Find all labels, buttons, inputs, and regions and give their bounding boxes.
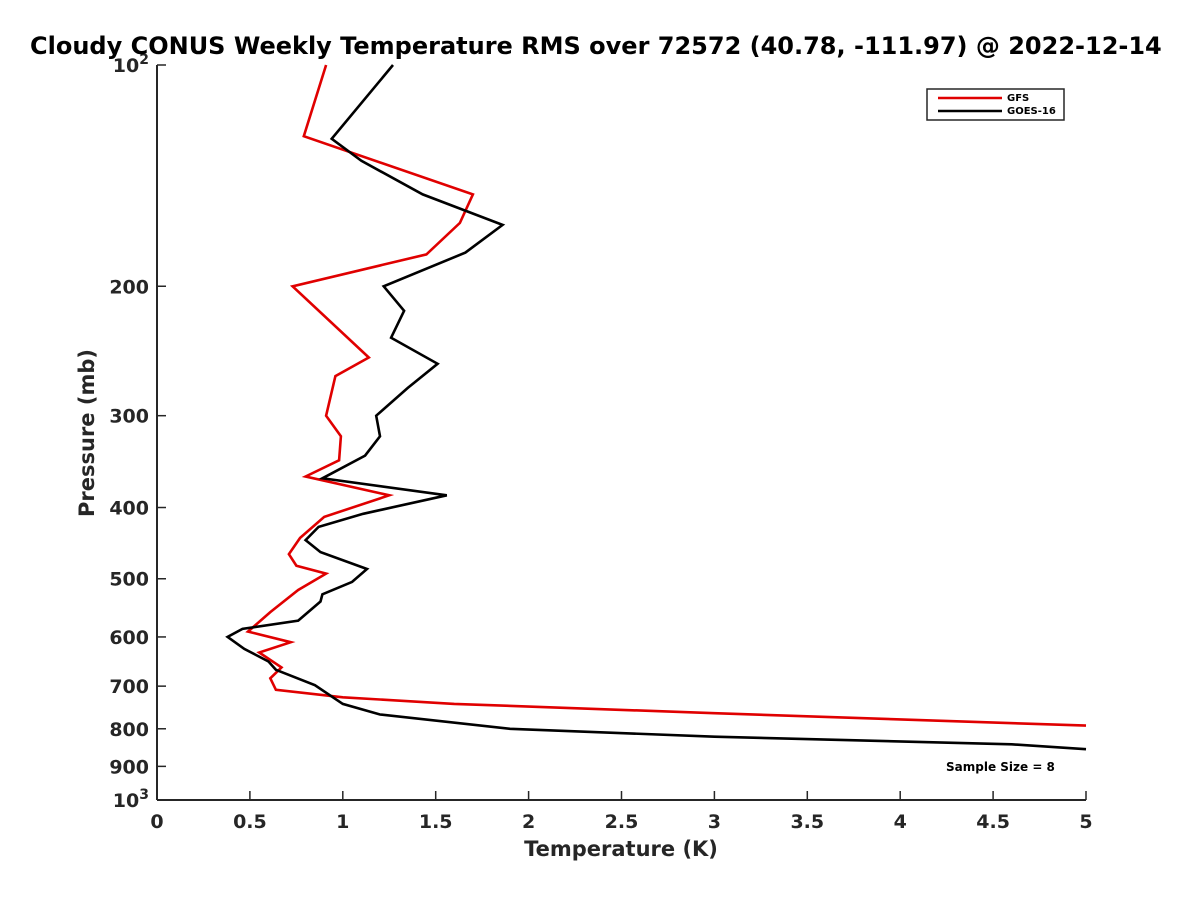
x-tick-label: 2.5 bbox=[605, 811, 639, 833]
y-tick-label: 900 bbox=[109, 756, 149, 778]
y-tick-label-base: 900 bbox=[109, 756, 149, 778]
y-tick-label: 400 bbox=[109, 498, 149, 520]
y-axis-label: Pressure (mb) bbox=[75, 349, 99, 517]
y-tick-label: 103 bbox=[113, 787, 149, 812]
y-tick-label: 600 bbox=[109, 627, 149, 649]
x-tick-label: 3 bbox=[708, 811, 721, 833]
x-tick-label: 4.5 bbox=[976, 811, 1010, 833]
x-tick-label: 5 bbox=[1079, 811, 1092, 833]
y-tick-label-base: 300 bbox=[109, 406, 149, 428]
x-tick-label: 0.5 bbox=[233, 811, 267, 833]
x-ticks: 0 0.5 1 1.5 2 2.5 3 3.5 4 4.5 5 bbox=[150, 791, 1093, 833]
y-tick-label-exponent: 2 bbox=[139, 52, 149, 68]
legend-label-gfs: GFS bbox=[1007, 93, 1029, 104]
y-tick-label: 200 bbox=[109, 276, 149, 298]
x-tick-label: 1.5 bbox=[419, 811, 453, 833]
y-tick-label-base: 10 bbox=[113, 55, 139, 77]
y-tick-label-base: 10 bbox=[113, 790, 139, 812]
y-tick-label-exponent: 3 bbox=[139, 787, 149, 803]
y-tick-label-base: 400 bbox=[109, 498, 149, 520]
x-tick-label: 3.5 bbox=[790, 811, 824, 833]
y-tick-label: 300 bbox=[109, 406, 149, 428]
x-tick-label: 4 bbox=[894, 811, 907, 833]
series-line-goes-16 bbox=[225, 64, 1087, 751]
y-tick-label: 700 bbox=[109, 676, 149, 698]
axes bbox=[156, 65, 1086, 801]
y-tick-label-base: 500 bbox=[109, 569, 149, 591]
sample-size-annotation: Sample Size = 8 bbox=[946, 760, 1055, 774]
x-tick-label: 1 bbox=[336, 811, 349, 833]
legend: GFS GOES-16 bbox=[926, 88, 1065, 121]
plot-lines bbox=[225, 64, 1087, 751]
y-tick-label: 800 bbox=[109, 719, 149, 741]
x-tick-label: 2 bbox=[522, 811, 535, 833]
chart-title: Cloudy CONUS Weekly Temperature RMS over… bbox=[30, 32, 1162, 60]
y-tick-label: 102 bbox=[113, 52, 149, 77]
legend-label-goes-16: GOES-16 bbox=[1007, 106, 1056, 117]
legend-box bbox=[926, 88, 1065, 121]
y-tick-label: 500 bbox=[109, 569, 149, 591]
y-tick-label-base: 600 bbox=[109, 627, 149, 649]
series-line-gfs bbox=[245, 64, 1087, 727]
y-tick-label-base: 200 bbox=[109, 276, 149, 298]
x-tick-label: 0 bbox=[150, 811, 163, 833]
x-axis-label: Temperature (K) bbox=[524, 837, 718, 861]
y-tick-label-base: 800 bbox=[109, 719, 149, 741]
y-tick-label-base: 700 bbox=[109, 676, 149, 698]
